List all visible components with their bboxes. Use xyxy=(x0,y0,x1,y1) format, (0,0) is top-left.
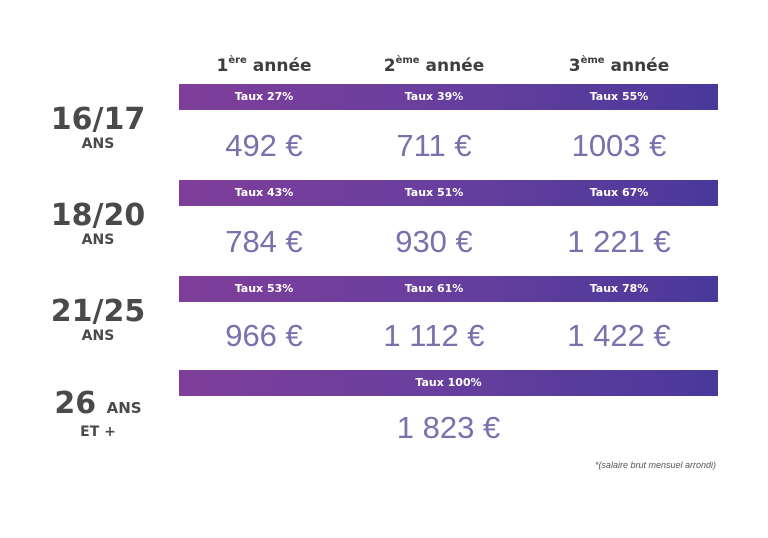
rate-label: Taux 43% xyxy=(234,186,294,199)
rate-label: Taux 78% xyxy=(589,282,649,295)
salary-amount: 1 422 € xyxy=(567,318,671,353)
rate-label: Taux 27% xyxy=(234,90,294,103)
salary-amount: 1 112 € xyxy=(383,318,485,353)
rate-label: Taux 100% xyxy=(415,376,482,389)
rate-label: Taux 55% xyxy=(589,90,649,103)
rate-bar-21-25: Taux 53% Taux 61% Taux 78% xyxy=(179,276,718,302)
rate-bar-26-plus: Taux 100% xyxy=(179,370,718,396)
salary-amount: 492 € xyxy=(225,128,303,163)
salary-amount: 1003 € xyxy=(571,128,667,163)
age-label-16-17: 16/17 ANS xyxy=(50,102,146,153)
rate-label: Taux 51% xyxy=(404,186,464,199)
header-year-3: 3ème année xyxy=(568,55,670,76)
salary-amount: 966 € xyxy=(225,318,303,353)
footnote: *(salaire brut mensuel arrondi) xyxy=(594,460,716,470)
rate-label: Taux 53% xyxy=(234,282,294,295)
rate-label: Taux 61% xyxy=(404,282,464,295)
salary-amount: 784 € xyxy=(225,224,303,259)
salary-amount: 930 € xyxy=(395,224,473,259)
rate-label: Taux 67% xyxy=(589,186,649,199)
header-year-1: 1ère année xyxy=(216,55,312,76)
rate-bar-16-17: Taux 27% Taux 39% Taux 55% xyxy=(179,84,718,110)
age-label-26-plus: 26 ANS ET + xyxy=(54,386,142,441)
age-label-18-20: 18/20 ANS xyxy=(50,198,146,249)
header-year-2: 2ème année xyxy=(383,55,485,76)
rate-label: Taux 39% xyxy=(404,90,464,103)
salary-amount: 1 221 € xyxy=(567,224,671,259)
age-label-21-25: 21/25 ANS xyxy=(50,294,146,345)
salary-amount: 711 € xyxy=(396,128,472,163)
rate-bar-18-20: Taux 43% Taux 51% Taux 67% xyxy=(179,180,718,206)
salary-amount: 1 823 € xyxy=(396,410,501,445)
